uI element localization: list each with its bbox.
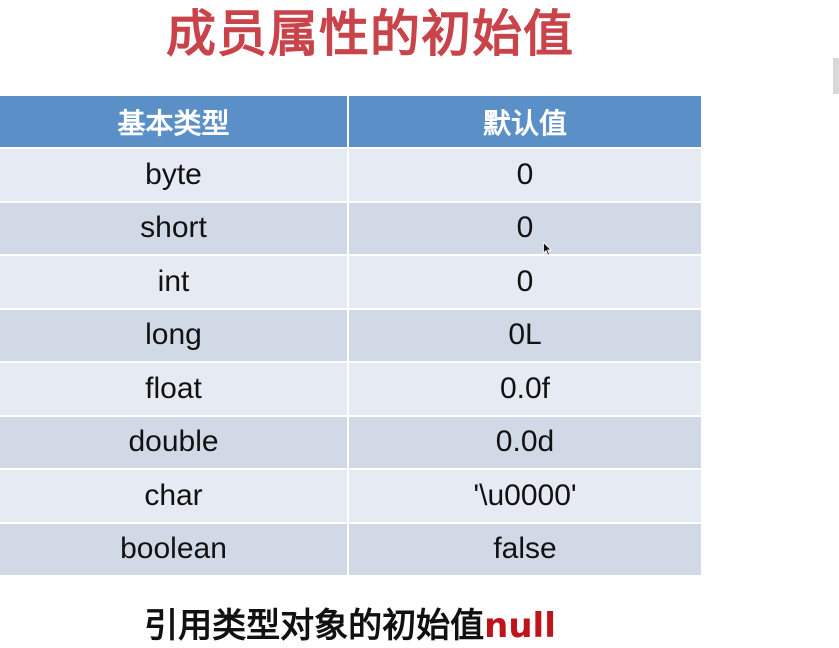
table-row: byte 0 <box>0 149 701 203</box>
default-value-cell: 0.0d <box>495 425 555 459</box>
table-header-row: 基本类型 默认值 <box>0 96 701 149</box>
table-row: short 0 <box>0 202 701 256</box>
table-row: int 0 <box>0 256 701 310</box>
table-row: char '\u0000' <box>0 470 701 524</box>
type-cell: boolean <box>0 523 349 575</box>
table-row: double 0.0d <box>0 416 701 470</box>
type-cell: short <box>0 202 349 254</box>
type-cell: int <box>0 256 349 308</box>
header-basic-type: 基本类型 <box>0 96 349 147</box>
type-cell: byte <box>0 149 349 201</box>
window-edge-divider <box>833 58 839 94</box>
default-value-cell: false <box>493 532 557 566</box>
default-value-cell: 0L <box>508 318 542 352</box>
type-cell: char <box>0 470 349 522</box>
default-value-cell: 0 <box>516 211 534 245</box>
default-value-cell: 0 <box>516 264 534 298</box>
default-value-cell: 0 <box>516 157 534 191</box>
default-values-table: 基本类型 默认值 byte 0 short 0 int 0 long 0L float 0.0f d… <box>0 96 701 577</box>
reference-type-note: 引用类型对象的初始值null <box>0 602 700 648</box>
default-value-cell: '\u0000' <box>473 478 577 512</box>
reference-type-note-text: 引用类型对象的初始值 <box>144 606 485 646</box>
default-value-cell: 0.0f <box>499 371 551 405</box>
table-row: long 0L <box>0 309 701 363</box>
mouse-pointer-icon <box>543 242 552 256</box>
type-cell: float <box>0 363 349 415</box>
table-body: byte 0 short 0 int 0 long 0L float 0.0f double 0.0d… <box>0 149 701 577</box>
type-cell: double <box>0 416 349 468</box>
header-default-value: 默认值 <box>482 106 567 140</box>
table-row: boolean false <box>0 523 701 577</box>
null-keyword: null <box>484 606 556 646</box>
table-row: float 0.0f <box>0 363 701 417</box>
slide-title: 成员属性的初始值 <box>166 5 574 63</box>
type-cell: long <box>0 309 349 361</box>
